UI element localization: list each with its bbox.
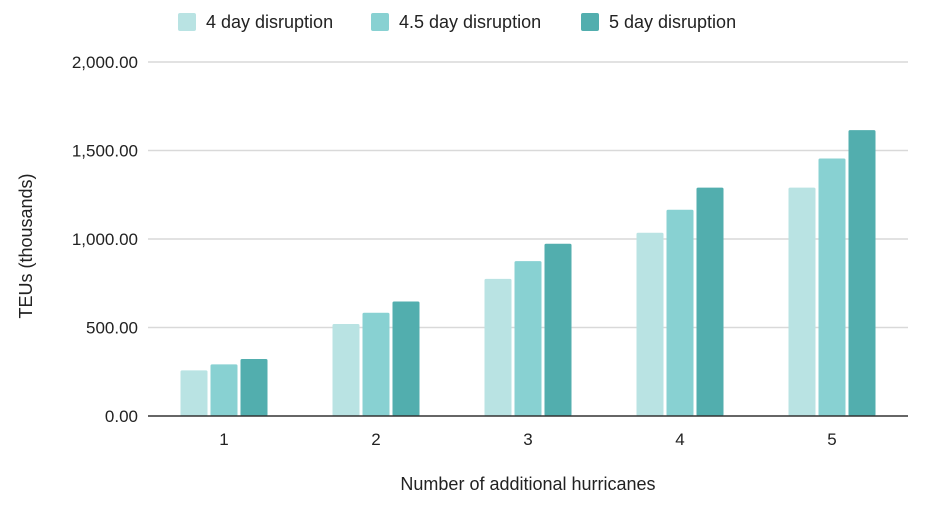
x-axis-ticks: 1 2 3 4 5 [219, 430, 836, 449]
legend-label: 5 day disruption [609, 12, 736, 32]
y-tick-label: 1,000.00 [72, 230, 138, 249]
x-tick-label: 1 [219, 430, 228, 449]
bars [180, 130, 876, 416]
bar [788, 187, 816, 416]
bar [484, 278, 512, 416]
bar [392, 301, 420, 416]
x-tick-label: 3 [523, 430, 532, 449]
legend: 4 day disruption 4.5 day disruption 5 day … [178, 12, 736, 32]
bar [514, 261, 542, 416]
bar [544, 243, 572, 416]
legend-swatch [581, 13, 599, 31]
y-tick-label: 1,500.00 [72, 142, 138, 161]
bar [666, 209, 694, 416]
bar [696, 187, 724, 416]
x-axis-title: Number of additional hurricanes [400, 474, 655, 494]
bar [210, 364, 238, 416]
legend-swatch [178, 13, 196, 31]
bar [362, 312, 390, 416]
bar [636, 232, 664, 416]
legend-label: 4.5 day disruption [399, 12, 541, 32]
y-axis-title: TEUs (thousands) [16, 173, 36, 318]
x-tick-label: 4 [675, 430, 684, 449]
bar [332, 323, 360, 416]
x-tick-label: 2 [371, 430, 380, 449]
y-tick-label: 2,000.00 [72, 53, 138, 72]
bar [848, 130, 876, 416]
bar [818, 158, 846, 416]
y-tick-label: 500.00 [86, 319, 138, 338]
bar [240, 359, 268, 416]
y-axis-ticks: 0.00 500.00 1,000.00 1,500.00 2,000.00 [72, 53, 138, 426]
x-tick-label: 5 [827, 430, 836, 449]
legend-swatch [371, 13, 389, 31]
legend-label: 4 day disruption [206, 12, 333, 32]
bar [180, 370, 208, 416]
y-tick-label: 0.00 [105, 407, 138, 426]
